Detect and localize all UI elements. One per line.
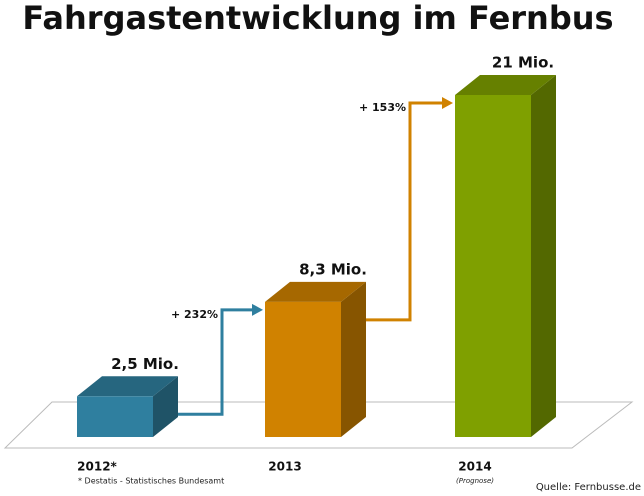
growth-label: + 153% (359, 101, 406, 114)
value-label: 8,3 Mio. (299, 260, 367, 278)
x-tick-label: 2013 (268, 460, 301, 474)
source: Quelle: Fernbusse.de (536, 482, 641, 493)
x-tick-label: 2014 (458, 460, 491, 474)
value-label: 21 Mio. (492, 54, 554, 72)
bar (455, 95, 531, 437)
value-label: 2,5 Mio. (111, 355, 179, 373)
growth-arrow (366, 101, 445, 322)
arrow-head (442, 97, 453, 109)
bar-top (77, 376, 178, 397)
bar-side (341, 281, 366, 437)
x-tick-label: 2012* (77, 460, 117, 474)
footnote: * Destatis - Statistisches Bundesamt (78, 477, 224, 486)
bar (265, 301, 341, 437)
growth-label: + 232% (171, 308, 218, 321)
bar-side (531, 75, 556, 437)
bar-side (153, 376, 178, 437)
bar-top (265, 281, 366, 302)
chart-title: Fahrgastentwicklung im Fernbus (22, 0, 613, 37)
category-note: (Prognose) (456, 477, 494, 485)
growth-arrow (178, 308, 255, 416)
arrow-head (252, 303, 263, 316)
bar-top (455, 75, 556, 95)
bar (77, 396, 153, 437)
